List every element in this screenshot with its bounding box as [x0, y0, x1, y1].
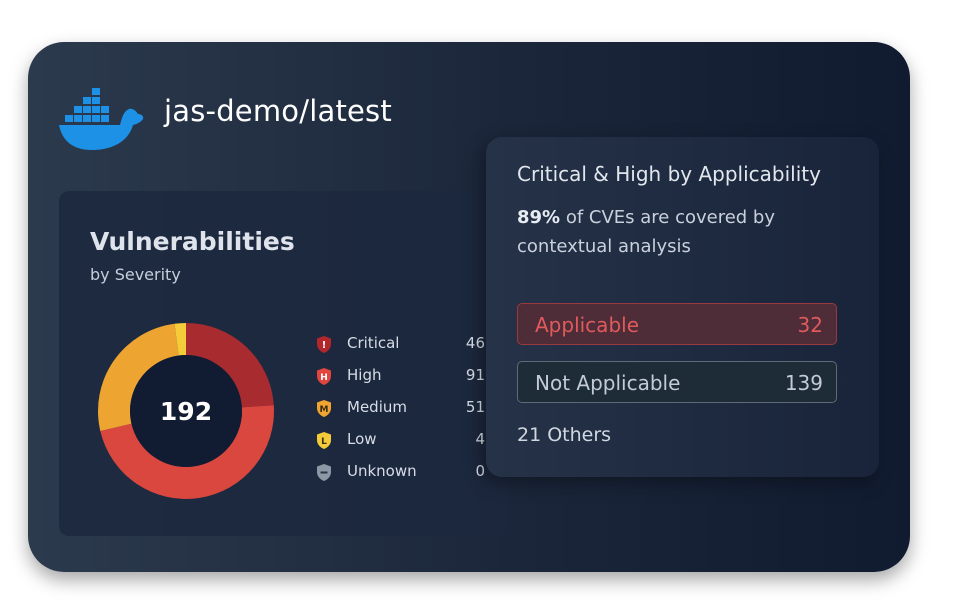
medium-shield-icon: M [317, 400, 331, 417]
vulnerabilities-panel: Vulnerabilities by Severity 192 ! Critic… [59, 191, 507, 536]
high-shield-icon: H [317, 368, 331, 385]
not-applicable-label: Not Applicable [535, 371, 681, 395]
legend-label: Unknown [347, 462, 417, 480]
critical-shield-icon: ! [317, 336, 331, 353]
not-applicable-bar[interactable]: Not Applicable 139 [517, 361, 837, 403]
docker-whale-icon [59, 88, 144, 150]
svg-text:H: H [320, 373, 328, 383]
severity-donut-chart: 192 [98, 323, 274, 499]
legend-value: 0 [475, 462, 485, 480]
applicability-title: Critical & High by Applicability [517, 162, 821, 186]
legend-value: 46 [465, 334, 485, 352]
svg-text:L: L [321, 437, 327, 447]
applicable-label: Applicable [535, 313, 639, 337]
legend-item-unknown[interactable]: Unknown 0 [315, 460, 485, 484]
svg-text:!: ! [322, 340, 327, 351]
legend-item-high[interactable]: H High 91 [315, 364, 485, 388]
legend-value: 51 [465, 398, 485, 416]
applicability-panel: Critical & High by Applicability 89% of … [486, 137, 879, 477]
legend-value: 91 [465, 366, 485, 384]
coverage-text: of CVEs are covered by contextual analys… [517, 207, 776, 257]
coverage-description: 89% of CVEs are covered by contextual an… [517, 203, 807, 261]
scan-summary-card: jas-demo/latest Vulnerabilities by Sever… [28, 42, 910, 572]
legend-label: Critical [347, 334, 400, 352]
vulnerabilities-title: Vulnerabilities [90, 227, 295, 256]
donut-center [130, 355, 242, 467]
repository-title: jas-demo/latest [164, 94, 392, 128]
donut-slice-low[interactable] [174, 323, 186, 356]
applicable-count: 32 [797, 313, 823, 337]
svg-text:M: M [320, 405, 329, 415]
vulnerabilities-subtitle: by Severity [90, 265, 181, 284]
legend-label: Low [347, 430, 377, 448]
donut-slice-high[interactable] [100, 405, 274, 499]
total-vulnerabilities-count: 192 [160, 397, 212, 426]
others-count: 21 Others [517, 424, 612, 446]
legend-label: Medium [347, 398, 407, 416]
legend-value: 4 [475, 430, 485, 448]
legend-item-critical[interactable]: ! Critical 46 [315, 332, 485, 356]
coverage-percent: 89% [517, 207, 561, 228]
not-applicable-count: 139 [784, 371, 823, 395]
unknown-shield-icon [317, 464, 331, 481]
low-shield-icon: L [317, 432, 331, 449]
applicable-bar[interactable]: Applicable 32 [517, 303, 837, 345]
donut-slice-critical[interactable] [186, 323, 274, 408]
donut-slice-medium[interactable] [98, 323, 179, 431]
legend-label: High [347, 366, 382, 384]
legend-item-medium[interactable]: M Medium 51 [315, 396, 485, 420]
legend-item-low[interactable]: L Low 4 [315, 428, 485, 452]
